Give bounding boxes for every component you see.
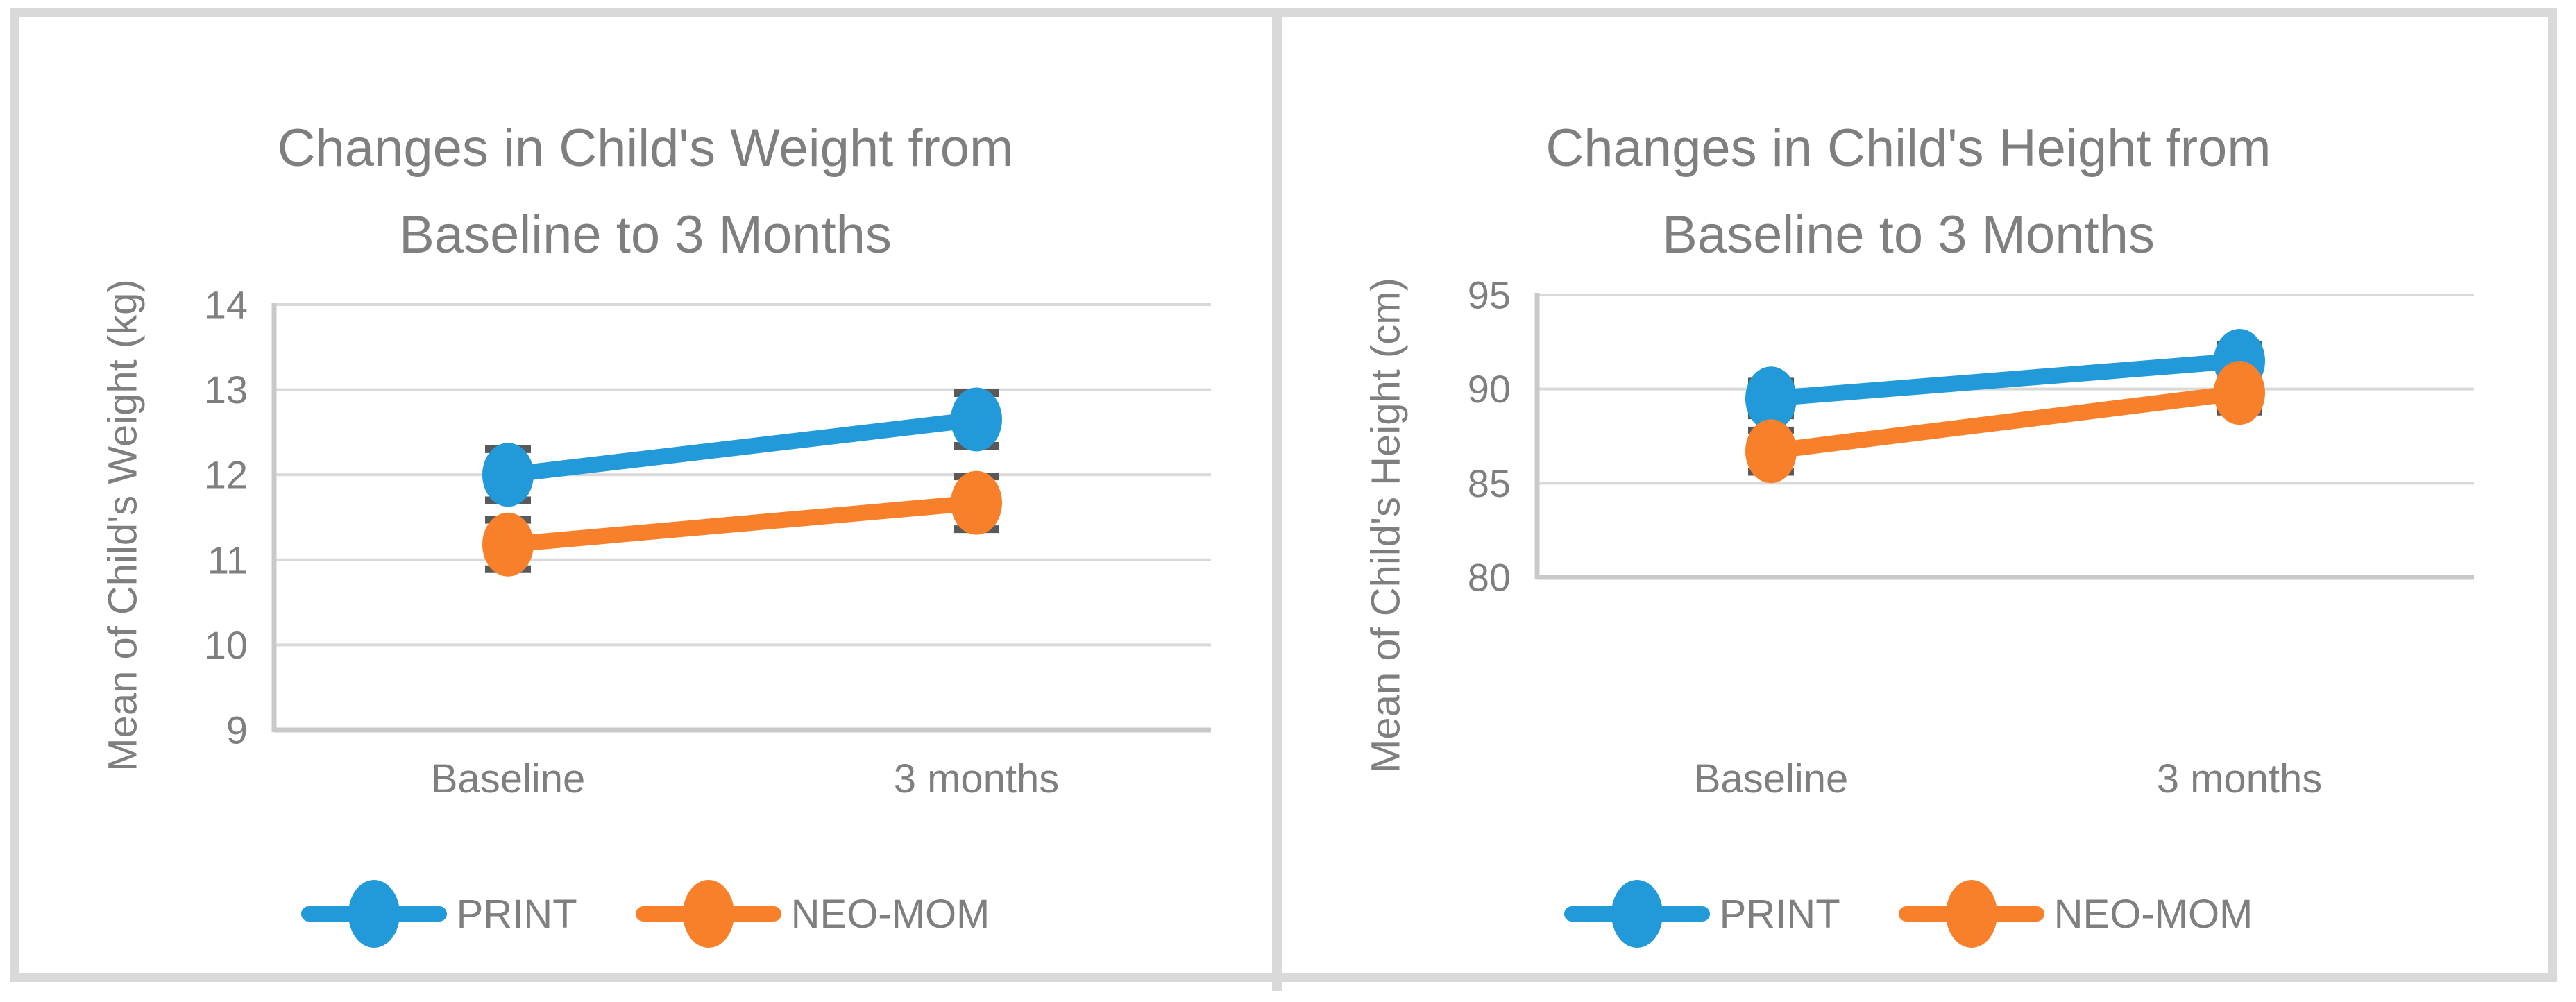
series-line-neo-mom	[500, 495, 985, 553]
x-category-label: Baseline	[1694, 756, 1848, 801]
data-point-marker-neo-mom	[1745, 419, 1797, 484]
neomom-series-marker-icon	[635, 879, 781, 949]
print-series-marker-icon	[300, 879, 447, 949]
legend-label-print: PRINT	[1719, 891, 1840, 937]
legend-item-neomom: NEO-MOM	[635, 879, 990, 949]
y-tick-label: 12	[205, 453, 248, 497]
data-point-marker-print	[482, 443, 534, 507]
legend-item-print: PRINT	[1564, 879, 1840, 949]
series-line-print	[1763, 353, 2248, 407]
data-point-marker-neo-mom	[482, 512, 534, 577]
series-line-neo-mom	[1763, 384, 2248, 459]
y-tick-label: 11	[207, 538, 248, 581]
data-point-marker-neo-mom	[2214, 361, 2265, 425]
legend: PRINT NEO-MOM	[19, 872, 1272, 956]
data-point-marker-neo-mom	[951, 470, 1002, 535]
y-tick-label: 14	[205, 283, 248, 327]
y-tick-label: 10	[205, 623, 248, 667]
panel-divider	[1272, 8, 1282, 991]
x-category-label: 3 months	[894, 756, 1060, 801]
y-tick-label: 13	[205, 368, 248, 411]
chart-title: Changes in Child's Height from Baseline …	[1430, 105, 2387, 278]
y-tick-label: 80	[1468, 556, 1511, 600]
weight-chart-panel: Changes in Child's Weight from Baseline …	[19, 8, 1272, 991]
chart-title-line1: Changes in Child's Height from	[1545, 119, 2271, 178]
series-line-print	[500, 411, 985, 483]
data-point-marker-print	[951, 387, 1002, 452]
chart-title-line2: Baseline to 3 Months	[1662, 205, 2155, 264]
y-tick-label: 9	[226, 708, 248, 752]
print-series-marker-icon	[1564, 879, 1710, 949]
x-category-label: Baseline	[431, 756, 585, 801]
x-category-label: 3 months	[2157, 756, 2323, 801]
weight-plot-area: 9 10 11 12 13 14 Baseline 3 months	[205, 283, 1211, 801]
legend-label-neomom: NEO-MOM	[2053, 891, 2253, 937]
legend-label-print: PRINT	[456, 891, 577, 937]
legend: PRINT NEO-MOM	[1282, 872, 2535, 956]
y-tick-label: 90	[1468, 367, 1511, 411]
data-point-marker-print	[1745, 366, 1797, 431]
chart-title-line2: Baseline to 3 Months	[399, 205, 892, 264]
chart-title: Changes in Child's Weight from Baseline …	[167, 105, 1124, 278]
y-tick-label: 85	[1468, 461, 1511, 505]
y-tick-label: 95	[1468, 273, 1511, 317]
legend-label-neomom: NEO-MOM	[790, 891, 990, 937]
neomom-series-marker-icon	[1898, 879, 2044, 949]
chart-title-line1: Changes in Child's Weight from	[277, 119, 1014, 178]
height-chart-panel: Changes in Child's Height from Baseline …	[1282, 8, 2535, 991]
height-plot-area: 80 85 90 95 Baseline 3 months	[1468, 273, 2474, 801]
legend-item-print: PRINT	[300, 879, 577, 949]
figure-border	[10, 8, 2557, 982]
legend-item-neomom: NEO-MOM	[1898, 879, 2253, 949]
